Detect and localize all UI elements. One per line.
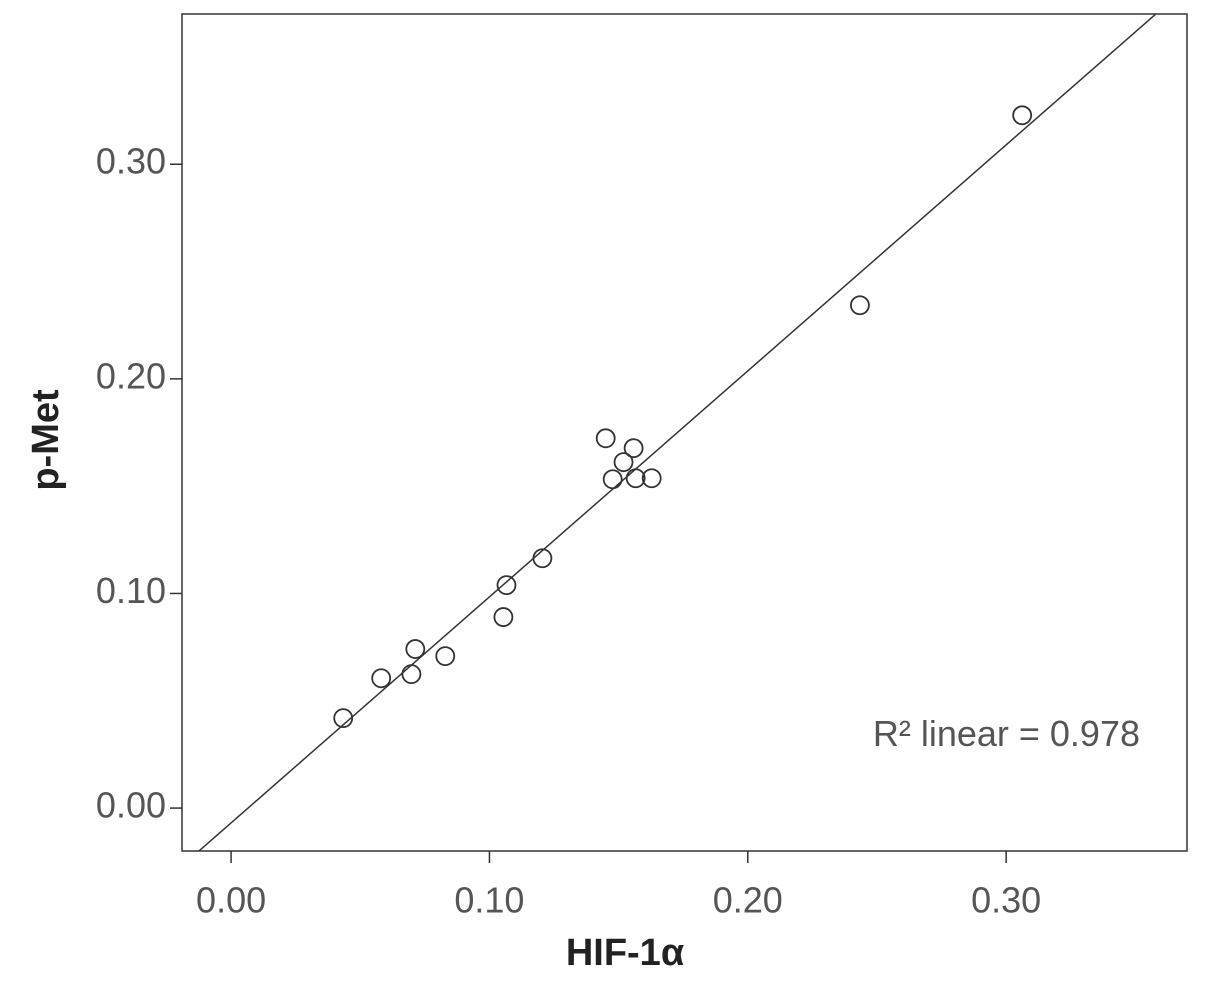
y-tick-label: 0.30 <box>96 141 166 182</box>
y-tick-label: 0.10 <box>96 570 166 611</box>
x-tick-label: 0.20 <box>713 880 783 921</box>
x-tick-label: 0.00 <box>196 880 266 921</box>
y-tick-label: 0.20 <box>96 355 166 396</box>
point <box>641 468 662 489</box>
point <box>625 468 646 489</box>
point <box>493 607 514 627</box>
point <box>371 668 392 689</box>
point <box>333 708 354 729</box>
annotation: R² linear = 0.978 <box>873 713 1140 754</box>
point <box>595 428 616 449</box>
point <box>405 639 426 659</box>
point <box>602 469 623 490</box>
point <box>496 575 517 595</box>
y-axis-title: p-Met <box>25 389 67 491</box>
trend-line <box>197 14 1157 851</box>
x-tick-label: 0.30 <box>971 880 1041 921</box>
x-axis-title: HIF-1α <box>566 932 684 974</box>
point <box>532 548 553 569</box>
y-tick-label: 0.00 <box>96 785 166 826</box>
point <box>623 438 644 459</box>
plot-frame <box>181 13 1188 852</box>
x-tick-label: 0.10 <box>454 880 524 921</box>
point <box>401 664 422 685</box>
point <box>1012 105 1033 126</box>
point <box>613 452 634 473</box>
point <box>850 295 870 316</box>
point <box>435 646 456 667</box>
